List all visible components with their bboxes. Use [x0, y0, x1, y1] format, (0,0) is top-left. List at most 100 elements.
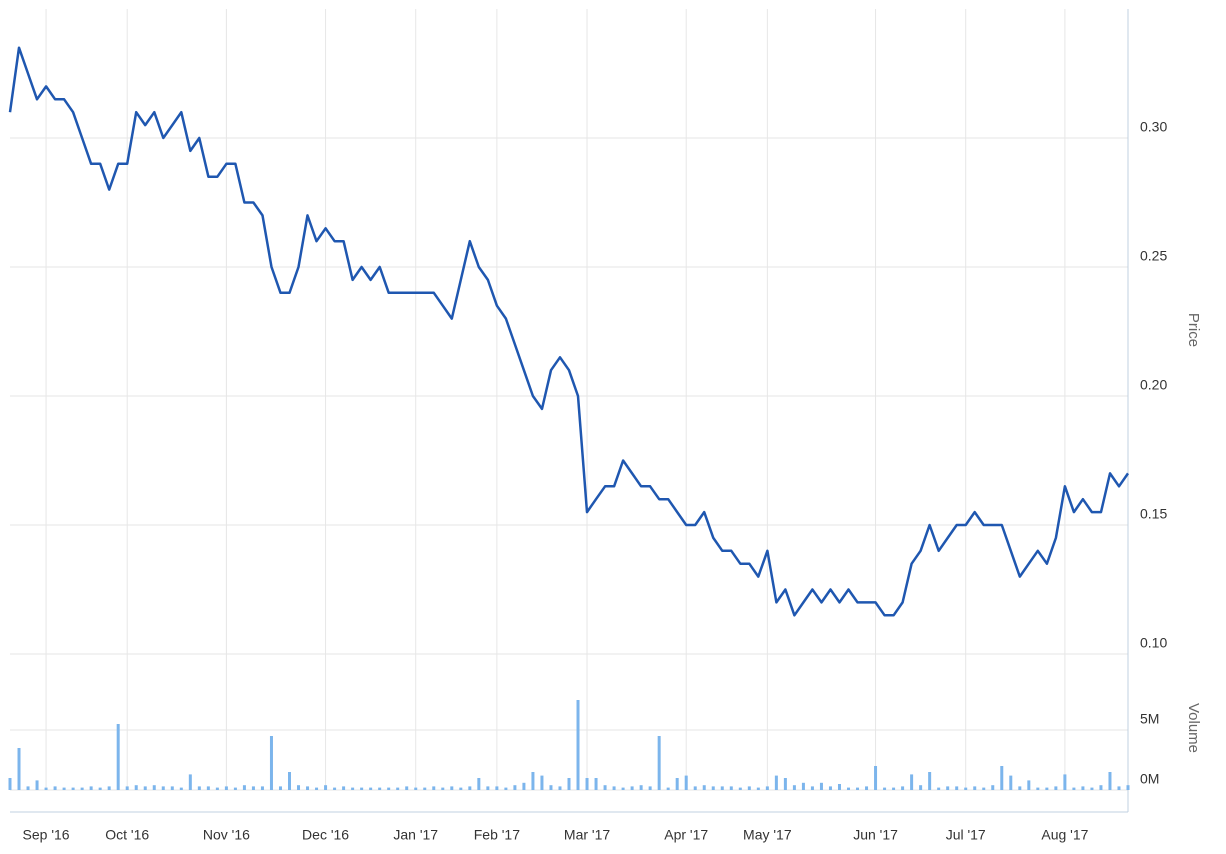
volume-bar	[360, 787, 364, 790]
volume-bar	[1027, 780, 1031, 790]
volume-bar	[1126, 785, 1130, 790]
volume-bar	[729, 786, 733, 790]
volume-bar	[910, 774, 914, 790]
volume-bar	[1117, 786, 1121, 790]
volume-bar	[468, 786, 472, 790]
volume-bar	[342, 786, 346, 790]
volume-bar	[928, 772, 932, 790]
volume-bar	[486, 786, 490, 790]
x-tick-label: Dec '16	[302, 827, 349, 843]
volume-bar	[278, 786, 282, 790]
volume-bar	[756, 787, 760, 790]
volume-bar	[351, 787, 355, 790]
volume-bar	[414, 787, 418, 790]
volume-bar	[549, 785, 553, 790]
volume-axis-title: Volume	[1185, 703, 1202, 753]
volume-bar	[306, 786, 310, 790]
volume-bar	[504, 787, 508, 790]
volume-bar	[1108, 772, 1112, 790]
volume-bar	[567, 778, 571, 790]
volume-bar	[333, 787, 337, 790]
volume-bar	[1054, 786, 1058, 790]
volume-bar	[495, 786, 499, 790]
volume-bar	[107, 786, 111, 790]
volume-bar	[874, 766, 878, 790]
volume-bar	[8, 778, 12, 790]
volume-bar	[450, 786, 454, 790]
volume-bar	[847, 787, 850, 790]
volume-bar	[612, 786, 616, 790]
volume-bar	[143, 786, 147, 790]
volume-bar	[17, 748, 21, 790]
volume-bar	[738, 787, 742, 790]
volume-bar	[315, 787, 319, 790]
volume-bar	[170, 786, 174, 790]
volume-bar	[161, 786, 165, 790]
volume-bar	[973, 786, 977, 790]
volume-bar	[405, 786, 409, 790]
volume-bar	[901, 786, 905, 790]
volume-bar	[378, 787, 382, 790]
volume-bar	[991, 785, 995, 790]
volume-bar	[251, 786, 255, 790]
volume-bar	[585, 778, 589, 790]
volume-bar	[206, 786, 210, 790]
y-tick-label: 0M	[1140, 771, 1159, 787]
volume-bar	[937, 787, 941, 790]
volume-bar	[35, 780, 39, 790]
volume-bar	[774, 775, 778, 790]
volume-bar	[477, 778, 481, 790]
volume-bar	[188, 774, 192, 790]
volume-bar	[432, 786, 436, 790]
volume-bar	[765, 786, 769, 790]
price-line	[8, 46, 1130, 617]
volume-bar	[1081, 786, 1085, 790]
volume-bar	[837, 784, 841, 790]
volume-bar	[297, 785, 301, 790]
x-tick-label: Oct '16	[105, 827, 149, 843]
volume-bar	[603, 785, 607, 790]
volume-bar	[522, 782, 526, 790]
x-tick-label: Jan '17	[393, 827, 438, 843]
y-tick-label: 0.25	[1140, 248, 1167, 264]
volume-bar	[657, 736, 661, 790]
volume-bar	[883, 787, 887, 790]
volume-bar	[576, 700, 580, 790]
volume-bar	[747, 786, 751, 790]
volume-bar	[531, 772, 535, 790]
volume-bar	[946, 786, 950, 790]
volume-bar	[116, 724, 120, 790]
volume-bar	[801, 782, 805, 790]
volume-bar	[856, 787, 860, 790]
volume-bar	[693, 786, 697, 790]
y-tick-label: 0.30	[1140, 119, 1167, 135]
volume-bar	[152, 785, 156, 790]
x-tick-label: Nov '16	[203, 827, 250, 843]
volume-bar	[684, 775, 688, 790]
volume-bar	[26, 786, 30, 790]
volume-bar	[558, 786, 562, 790]
volume-bar	[666, 787, 670, 790]
volume-bar	[387, 787, 391, 790]
volume-bar	[134, 785, 138, 790]
volume-bar	[720, 786, 724, 790]
volume-bar	[819, 782, 823, 790]
volume-bar	[53, 786, 57, 790]
volume-bar	[594, 778, 598, 790]
volume-bar	[982, 787, 986, 790]
volume-bar	[540, 775, 544, 790]
volume-bar	[621, 787, 625, 790]
volume-bar	[783, 778, 787, 790]
volume-bar	[1018, 786, 1022, 790]
volume-bar	[423, 787, 427, 790]
volume-bar	[260, 786, 264, 790]
volume-bar	[80, 787, 84, 790]
volume-bar	[1063, 774, 1067, 790]
volume-bar	[233, 787, 237, 790]
volume-bar	[711, 786, 715, 790]
volume-bar	[1072, 787, 1076, 790]
volume-bar	[810, 786, 814, 790]
volume-bar	[1036, 787, 1040, 790]
volume-bar	[865, 786, 869, 790]
